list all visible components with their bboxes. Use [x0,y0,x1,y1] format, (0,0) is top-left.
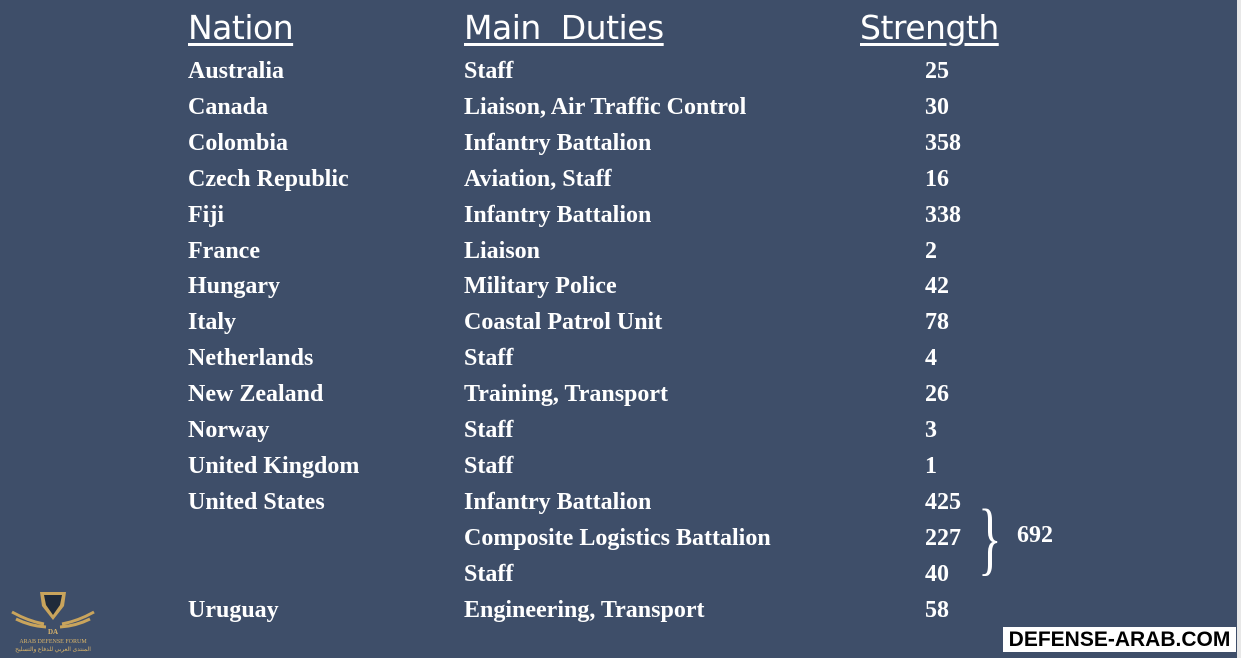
cell-duties: Staff [464,345,514,372]
cell-nation: New Zealand [188,381,324,408]
cell-duties: Infantry Battalion [464,129,652,156]
cell-strength: 42 [925,273,949,300]
cell-duties: Liaison [464,237,541,264]
cell-duties: Aviation, Staff [464,165,612,192]
cell-strength: 4 [925,345,937,372]
cell-strength: 78 [925,309,949,336]
cell-duties: Training, Transport [464,381,669,408]
cell-strength: 26 [925,381,949,408]
cell-strength: 40 [925,560,949,587]
cell-duties: Infantry Battalion [464,201,652,228]
cell-nation: Hungary [188,273,281,300]
us-total: 692 [1017,522,1053,548]
cell-strength: 2 [925,237,937,264]
cell-nation: United States [188,488,325,515]
header-strength: Strength [860,8,999,47]
cell-duties: Engineering, Transport [464,596,705,623]
cell-strength: 358 [925,129,961,156]
cell-strength: 58 [925,596,949,623]
cell-duties: Staff [464,452,514,479]
right-edge [1237,0,1241,658]
cell-duties: Infantry Battalion [464,488,652,515]
logo-caption: ARAB DEFENSE FORUM المنتدى العربي للدفاع… [4,638,102,654]
cell-strength: 16 [925,165,949,192]
cell-duties: Staff [464,58,514,84]
us-total-brace: } [978,492,1002,583]
cell-nation: Australia [188,58,284,84]
cell-duties: Composite Logistics Battalion [464,524,771,551]
cell-nation: Canada [188,93,269,120]
cell-strength: 425 [925,488,961,515]
cell-duties: Military Police [464,273,617,300]
cell-strength: 25 [925,58,949,84]
cell-strength: 30 [925,93,949,120]
watermark: DEFENSE-ARAB.COM [1003,627,1236,652]
cell-nation: France [188,237,260,264]
logo-initials: DA [48,628,58,636]
cell-nation: Norway [188,417,270,443]
cell-strength: 338 [925,201,961,228]
cell-nation: Czech Republic [188,165,349,192]
cell-duties: Liaison, Air Traffic Control [464,93,747,120]
arab-defense-forum-logo: DA [11,592,95,636]
cell-strength: 3 [925,417,937,443]
header-main-duties: Main Duties [464,8,664,47]
cell-nation: Uruguay [188,596,279,623]
cell-nation: Italy [188,309,236,336]
cell-nation: Netherlands [188,345,314,372]
cell-duties: Staff [464,560,514,587]
cell-nation: Fiji [188,201,224,228]
header-nation: Nation [188,8,294,47]
logo-arabic: المنتدى العربي للدفاع والتسليح [15,647,91,653]
logo-title: ARAB DEFENSE FORUM [19,639,87,645]
cell-nation: Colombia [188,129,289,156]
cell-duties: Coastal Patrol Unit [464,309,663,336]
cell-duties: Staff [464,417,514,443]
cell-strength: 1 [925,452,937,479]
cell-strength: 227 [925,524,961,551]
cell-nation: United Kingdom [188,452,360,479]
